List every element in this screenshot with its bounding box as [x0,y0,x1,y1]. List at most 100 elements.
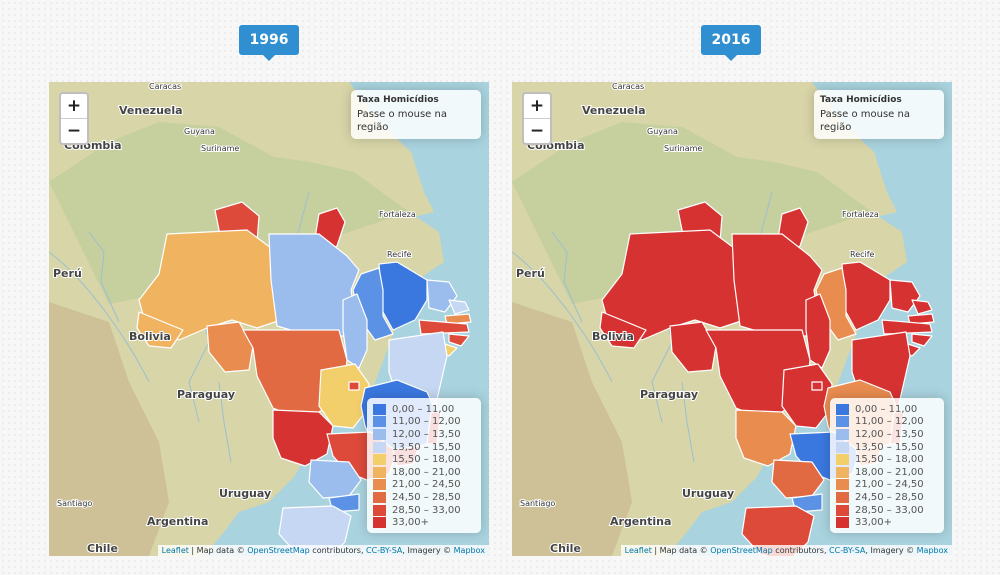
place-label: Suriname [201,144,239,153]
state-AL[interactable] [911,333,933,347]
legend-swatch [373,466,386,478]
zoom-out-button[interactable]: − [61,118,87,143]
attribution-text: , Imagery © [402,546,454,555]
legend-swatch [836,454,849,466]
state-RN[interactable] [448,299,470,315]
legend-label: 13,50 – 15,50 [392,441,461,453]
place-label: Santiago [57,499,92,508]
legend-swatch [836,441,849,453]
legend-row: 11,00 – 12,00 [836,416,938,429]
legend-swatch [836,403,849,415]
river-line [681,381,695,463]
state-DF[interactable] [811,381,823,391]
legend-row: 12,00 – 13,50 [836,428,938,441]
zoom-in-button[interactable]: + [529,96,545,116]
river-line [49,251,150,383]
state-AC[interactable] [599,311,647,349]
legend-row: 33,00+ [373,516,475,529]
state-DF[interactable] [348,381,360,391]
andes-terrain [49,302,169,556]
state-PB[interactable] [907,313,935,325]
state-AL[interactable] [448,333,470,347]
attribution: Leaflet | Map data © OpenStreetMap contr… [157,545,489,556]
place-label: Chile [550,542,581,555]
state-GO[interactable] [781,363,833,429]
state-RN[interactable] [911,299,933,315]
legend-label: 24,50 – 28,50 [392,491,461,503]
mapbox-link[interactable]: Mapbox [916,546,948,555]
zoom-control: + − [522,92,552,145]
zoom-in-button[interactable]: + [66,96,82,116]
legend-label: 0,00 – 11,00 [855,403,918,415]
osm-link[interactable]: OpenStreetMap [710,546,773,555]
legend-swatch [373,441,386,453]
place-label: Fortaleza [842,210,879,219]
info-box: Taxa Homicídios Passe o mouse na região [814,90,944,139]
info-title: Taxa Homicídios [820,95,902,105]
state-PE[interactable] [418,319,470,335]
ccbysa-link[interactable]: CC-BY-SA [366,546,403,555]
place-label: Bolivia [592,330,634,343]
place-label: Fortaleza [379,210,416,219]
river-line [551,231,583,323]
state-PB[interactable] [444,313,472,325]
legend-label: 21,00 – 24,50 [855,479,924,491]
state-TO[interactable] [805,293,831,369]
map-canvas[interactable]: CaracasVenezuelaGuyanaSurinameColombiaFo… [49,82,489,556]
legend-row: 21,00 – 24,50 [836,479,938,492]
legend-row: 0,00 – 11,00 [836,403,938,416]
mapbox-link[interactable]: Mapbox [453,546,485,555]
ccbysa-link[interactable]: CC-BY-SA [829,546,866,555]
legend-label: 15,50 – 18,00 [392,454,461,466]
legend-swatch [836,466,849,478]
place-label: Santiago [520,499,555,508]
state-RO[interactable] [669,321,717,373]
legend-row: 28,50 – 33,00 [836,504,938,517]
place-label: Guyana [184,127,215,136]
andes-terrain [512,302,632,556]
place-label: Paraguay [177,388,235,401]
legend-row: 13,50 – 15,50 [373,441,475,454]
map-2016[interactable]: Caracas Venezuela Guyana Suriname Colombia Fo… [512,82,952,556]
legend-row: 18,00 – 21,00 [373,466,475,479]
attribution-text: contributors, [772,546,830,555]
place-label: Suriname [664,144,702,153]
legend-row: 11,00 – 12,00 [373,416,475,429]
legend-label: 15,50 – 18,00 [855,454,924,466]
legend-label: 11,00 – 12,00 [855,416,924,428]
osm-link[interactable]: OpenStreetMap [247,546,310,555]
legend-label: 0,00 – 11,00 [392,403,455,415]
legend-swatch [836,428,849,440]
place-label: Uruguay [682,487,734,500]
year-badge-right: 2016 [701,25,761,61]
place-label: Recife [387,250,412,259]
legend-swatch [373,479,386,491]
legend-row: 24,50 – 28,50 [373,491,475,504]
place-label: Paraguay [640,388,698,401]
info-title: Taxa Homicídios [357,95,439,105]
place-label: Venezuela [119,104,183,117]
map-1996[interactable]: Caracas Venezuela Guyana Suriname Colombia Fo… [49,82,489,556]
legend-row: 33,00+ [836,516,938,529]
legend-label: 28,50 – 33,00 [855,504,924,516]
state-AC[interactable] [136,311,184,349]
place-label: Uruguay [219,487,271,500]
legend-label: 18,00 – 21,00 [392,466,461,478]
state-RO[interactable] [206,321,254,373]
legend-label: 33,00+ [392,517,430,529]
zoom-control: + − [59,92,89,145]
attribution-text: | Map data © [651,546,711,555]
legend: 0,00 – 11,00 11,00 – 12,00 12,00 – 13,50 13… [830,398,944,533]
legend-row: 12,00 – 13,50 [373,428,475,441]
leaflet-link[interactable]: Leaflet [624,546,652,555]
state-PE[interactable] [881,319,933,335]
state-GO[interactable] [318,363,370,429]
legend-row: 15,50 – 18,00 [836,453,938,466]
legend-row: 15,50 – 18,00 [373,453,475,466]
zoom-out-button[interactable]: − [524,118,550,143]
info-text: Passe o mouse na região [357,109,447,133]
legend-label: 12,00 – 13,50 [392,428,461,440]
leaflet-link[interactable]: Leaflet [161,546,189,555]
state-TO[interactable] [342,293,368,369]
legend-swatch [836,491,849,503]
